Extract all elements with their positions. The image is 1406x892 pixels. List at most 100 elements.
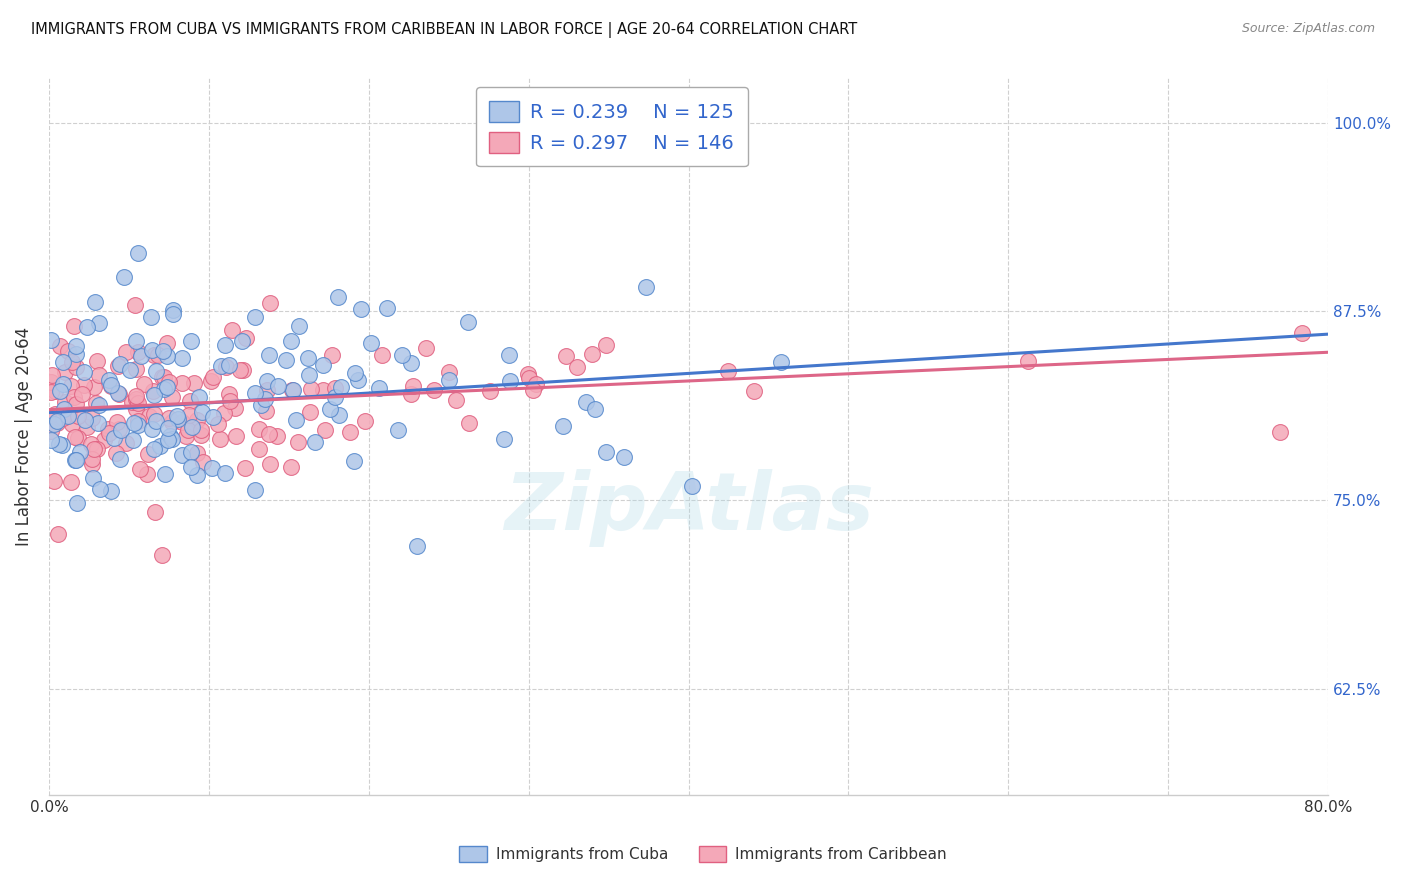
- Point: [150, 369, 173, 384]
- Point: [82, 457, 104, 471]
- Point: [225, 429, 247, 443]
- Point: [157, 420, 180, 434]
- Point: [73, 413, 96, 427]
- Point: [39, 334, 62, 348]
- Point: [191, 455, 214, 469]
- Point: [330, 380, 353, 394]
- Point: [108, 421, 131, 435]
- Point: [49, 384, 72, 399]
- Point: [39, 375, 62, 389]
- Point: [53, 365, 76, 379]
- Point: [162, 307, 184, 321]
- Point: [62, 318, 84, 333]
- Point: [157, 411, 180, 425]
- Point: [259, 296, 281, 310]
- Point: [245, 385, 267, 400]
- Point: [56, 409, 79, 423]
- Point: [224, 401, 246, 416]
- Point: [1291, 326, 1313, 341]
- Point: [153, 370, 176, 384]
- Point: [143, 504, 166, 518]
- Point: [190, 405, 212, 419]
- Point: [368, 381, 391, 395]
- Point: [127, 246, 149, 260]
- Point: [595, 445, 617, 459]
- Point: [256, 404, 278, 418]
- Point: [221, 323, 243, 337]
- Point: [127, 344, 149, 359]
- Point: [253, 392, 276, 406]
- Point: [274, 353, 297, 368]
- Point: [499, 374, 522, 388]
- Point: [247, 442, 270, 456]
- Point: [207, 417, 229, 431]
- Point: [127, 418, 149, 433]
- Point: [323, 390, 346, 404]
- Point: [190, 428, 212, 442]
- Point: [250, 397, 273, 411]
- Point: [48, 437, 70, 451]
- Point: [266, 429, 288, 443]
- Point: [142, 442, 165, 457]
- Point: [170, 448, 193, 462]
- Point: [343, 454, 366, 468]
- Point: [288, 318, 311, 333]
- Point: [498, 348, 520, 362]
- Point: [53, 394, 76, 409]
- Point: [80, 410, 103, 425]
- Point: [160, 415, 183, 429]
- Point: [141, 422, 163, 436]
- Point: [401, 387, 423, 401]
- Point: [297, 351, 319, 366]
- Point: [162, 303, 184, 318]
- Point: [177, 423, 200, 437]
- Point: [479, 384, 502, 399]
- Point: [39, 385, 62, 400]
- Point: [105, 415, 128, 429]
- Point: [717, 364, 740, 378]
- Point: [243, 483, 266, 498]
- Point: [343, 366, 366, 380]
- Point: [63, 390, 86, 404]
- Point: [118, 362, 141, 376]
- Point: [143, 388, 166, 402]
- Point: [39, 424, 62, 438]
- Point: [375, 301, 398, 315]
- Point: [284, 413, 307, 427]
- Point: [45, 414, 67, 428]
- Point: [492, 433, 515, 447]
- Point: [280, 460, 302, 475]
- Point: [114, 436, 136, 450]
- Point: [142, 384, 165, 398]
- Point: [83, 380, 105, 394]
- Point: [124, 392, 146, 407]
- Point: [136, 467, 159, 482]
- Point: [105, 446, 128, 460]
- Point: [125, 334, 148, 349]
- Point: [46, 527, 69, 541]
- Point: [125, 389, 148, 403]
- Point: [107, 359, 129, 373]
- Point: [66, 409, 89, 423]
- Point: [186, 446, 208, 460]
- Point: [103, 431, 125, 445]
- Point: [125, 402, 148, 417]
- Point: [312, 383, 335, 397]
- Point: [186, 412, 208, 426]
- Point: [446, 392, 468, 407]
- Point: [58, 343, 80, 358]
- Point: [142, 408, 165, 422]
- Point: [742, 384, 765, 399]
- Point: [63, 430, 86, 444]
- Point: [52, 377, 75, 392]
- Point: [82, 471, 104, 485]
- Point: [326, 290, 349, 304]
- Legend: Immigrants from Cuba, Immigrants from Caribbean: Immigrants from Cuba, Immigrants from Ca…: [453, 839, 953, 868]
- Point: [127, 396, 149, 410]
- Point: [42, 417, 65, 431]
- Point: [186, 468, 208, 483]
- Point: [180, 334, 202, 349]
- Point: [245, 310, 267, 324]
- Point: [149, 439, 172, 453]
- Point: [157, 375, 180, 389]
